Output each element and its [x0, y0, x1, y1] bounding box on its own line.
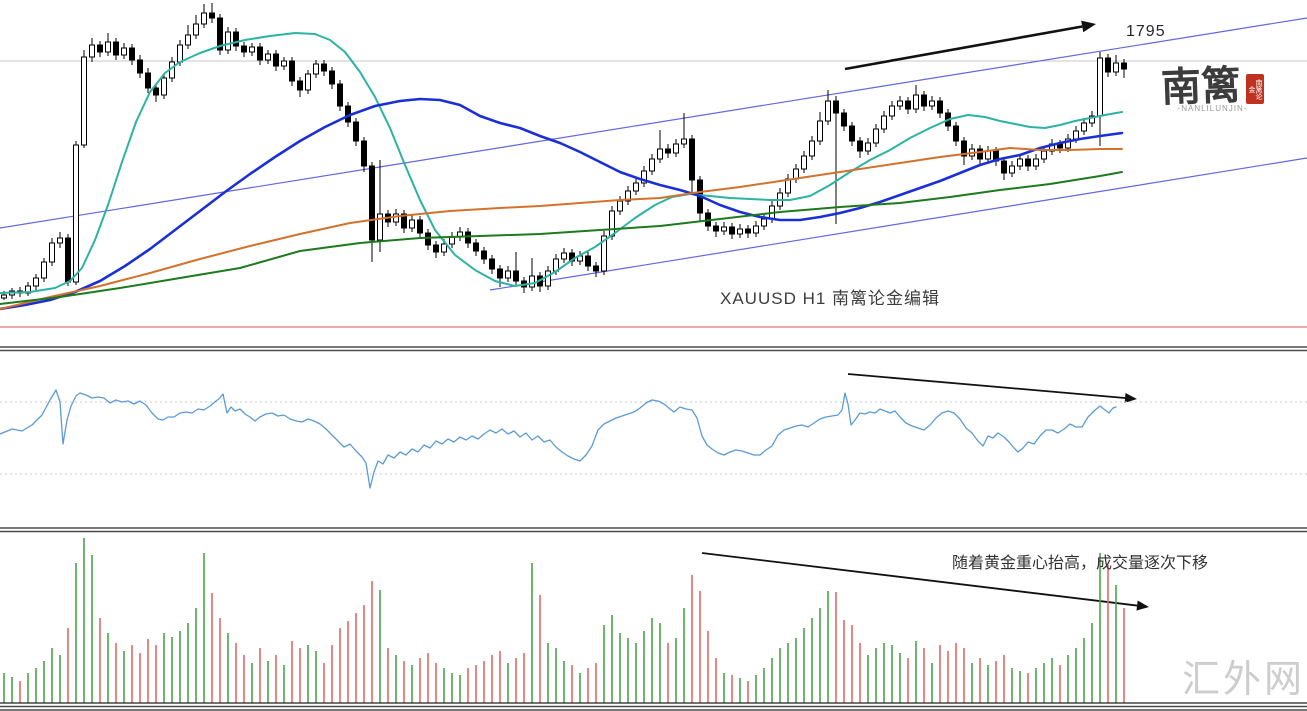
oscillator-down-arrow: [847, 373, 1137, 403]
ma-slowest-green: [0, 171, 1123, 305]
volume-bars: [3, 538, 1125, 703]
brand-logo-text: 南篱: [1160, 61, 1242, 112]
price-level-label: 1795: [1126, 23, 1166, 40]
oscillator-panel: [0, 389, 1307, 489]
site-watermark: 汇外网: [1182, 659, 1306, 701]
upper-channel-line: [0, 17, 1307, 229]
brand-logo: 南篱 南篱论金 -NANLILUNJIN-: [1150, 61, 1275, 113]
ma-mid-blue: [0, 97, 1124, 311]
brand-logo-subtitle: -NANLILUNJIN-: [1177, 104, 1248, 113]
volume-annotation: 随着黄金重心抬高，成交量逐次下移: [952, 555, 1209, 572]
moving-averages: [0, 32, 1124, 311]
brand-seal-stamp: 南篱论金: [1246, 74, 1264, 104]
price-panel-gridlines: [0, 60, 1307, 328]
lower-channel-line: [489, 157, 1307, 291]
price-up-arrow: [844, 20, 1096, 71]
ma-fast-teal: [0, 32, 1123, 294]
trend-channel-lines: [0, 17, 1307, 291]
volume-down-arrow: [701, 552, 1149, 611]
panel-separators: [0, 346, 1307, 711]
symbol-annotation: XAUUSD H1 南篱论金编辑: [720, 289, 941, 308]
ma-slow-orange: [0, 147, 1123, 310]
